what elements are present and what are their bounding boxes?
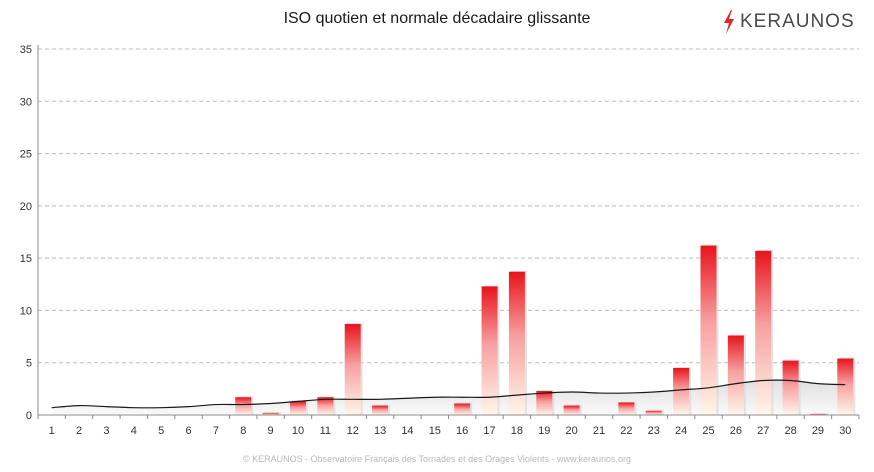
x-tick-label: 7 [213,425,219,437]
x-tick-label: 12 [347,425,359,437]
x-tick-label: 1 [49,425,55,437]
bar-day-19 [536,390,553,415]
normal-line-path [51,379,846,409]
x-tick-label: 8 [240,425,246,437]
x-tick-label: 18 [511,425,523,437]
x-tick-label: 6 [185,425,191,437]
keraunos-logo: KERAUNOS [722,9,855,35]
bar-day-9 [262,412,279,415]
y-tick-labels: 0 5 10 15 20 25 30 35 [20,44,32,422]
x-tick-label: 15 [429,425,441,437]
bar-day-10 [289,401,306,415]
x-tick-label: 3 [103,425,109,437]
bar-day-11 [317,397,334,415]
lightning-bolt-icon [724,10,734,34]
bar-day-8 [235,397,252,415]
x-tick-label: 9 [268,425,274,437]
logo-text: KERAUNOS [740,11,855,32]
y-tick-label: 0 [26,410,32,422]
x-tick-label: 4 [131,425,137,437]
y-tick-label: 35 [20,44,32,56]
bar-day-17 [481,286,498,415]
grid-lines [38,48,859,364]
bar-day-24 [673,367,690,415]
x-tick-label: 22 [620,425,632,437]
bar-day-26 [727,335,744,415]
y-tick-label: 5 [26,358,32,370]
x-tick-label: 11 [320,425,331,437]
x-tick-label: 30 [839,425,851,437]
x-tick-label: 24 [675,425,687,437]
x-tick-label: 14 [401,425,413,437]
bar-day-16 [454,403,471,415]
axes [37,45,860,419]
bar-day-29 [809,413,826,415]
x-tick-label: 13 [374,425,386,437]
bar-day-18 [508,271,525,415]
y-tick-label: 25 [20,149,32,161]
bars [235,244,856,415]
y-tick-label: 10 [20,305,32,317]
x-tick-label: 25 [702,425,714,437]
x-tick-labels: 1 2 3 4 5 6 7 8 9 10 11 12 13 14 15 16 17 18 19 20 21 22 23 24 2… [49,425,852,437]
bar-day-28 [782,360,799,415]
bar-day-20 [563,405,580,415]
chart-title: ISO quotien et normale décadaire glissan… [283,10,591,27]
x-tick-label: 10 [292,425,304,437]
x-tick-label: 28 [784,425,796,437]
y-tick-label: 30 [20,96,32,108]
x-tick-label: 26 [730,425,742,437]
bar-day-12 [344,324,361,415]
bar-day-25 [700,245,717,415]
x-tick-label: 5 [158,425,164,437]
x-tick-label: 2 [76,425,82,437]
bar-day-30 [837,358,854,415]
x-tick-label: 29 [812,425,824,437]
x-tick-label: 19 [538,425,550,437]
x-tick-label: 21 [593,425,605,437]
bar-day-23 [645,410,662,415]
x-tick-label: 17 [483,425,495,437]
bar-day-13 [372,405,389,415]
x-tick-label: 23 [648,425,660,437]
x-tick-label: 20 [566,425,578,437]
x-tick-label: 27 [757,425,769,437]
footer-credit: © KERAUNOS - Observatoire Français des T… [243,454,631,464]
bar-day-22 [618,402,635,415]
normal-line [51,379,846,409]
y-tick-label: 20 [20,201,32,213]
x-tick-label: 16 [456,425,468,437]
bar-day-27 [755,250,772,415]
y-tick-label: 15 [20,253,32,265]
